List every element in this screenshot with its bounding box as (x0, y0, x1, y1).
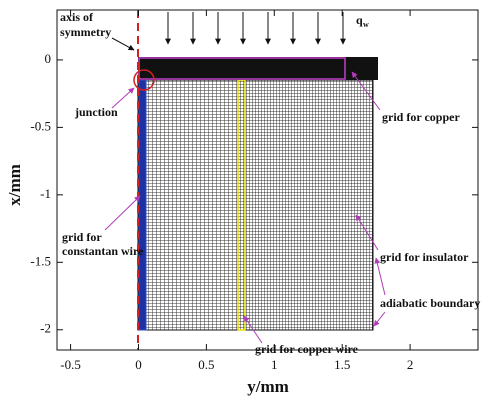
chart: axis of symmetry q w junction grid for c… (0, 0, 499, 400)
annotation: axis of (60, 10, 94, 24)
x-tick-label: 2 (407, 357, 414, 372)
annotation: adiabatic boundary (380, 296, 480, 310)
page: axis of symmetry q w junction grid for c… (0, 0, 499, 400)
copper-grid (138, 57, 378, 80)
x-tick-label: 1 (271, 357, 278, 372)
mesh-insulator (245, 80, 373, 330)
x-tick-label: 0.5 (198, 357, 214, 372)
y-tick-label: 0 (45, 51, 52, 66)
annotation: grid for (62, 230, 102, 244)
annotation: junction (74, 105, 118, 119)
callout-arrow (105, 196, 140, 230)
mesh-left (138, 80, 238, 330)
callout-arrow (112, 38, 134, 50)
y-tick-label: -2 (40, 321, 51, 336)
annotation: grid for copper (382, 110, 460, 124)
y-tick-label: -1 (40, 186, 51, 201)
x-tick-label: 1.5 (334, 357, 350, 372)
annotation: symmetry (60, 25, 111, 39)
x-tick-label: 0 (135, 357, 142, 372)
x-tick-label: -0.5 (60, 357, 81, 372)
callout-arrow (374, 312, 385, 326)
constantan-grid (139, 80, 146, 330)
y-tick-label: -0.5 (30, 118, 51, 133)
annotation: q (356, 13, 363, 27)
annotation: constantan wire (62, 244, 144, 258)
y-axis-title: x/mm (5, 164, 24, 206)
annotation: grid for insulator (380, 250, 469, 264)
copper-wire-grid (238, 80, 245, 330)
annotation: grid for copper wire (255, 342, 359, 356)
flux-arrows (168, 12, 343, 44)
y-tick-label: -1.5 (30, 253, 51, 268)
annotation-subscript: w (363, 20, 369, 29)
mesh (134, 10, 378, 350)
x-axis-title: y/mm (247, 377, 289, 396)
